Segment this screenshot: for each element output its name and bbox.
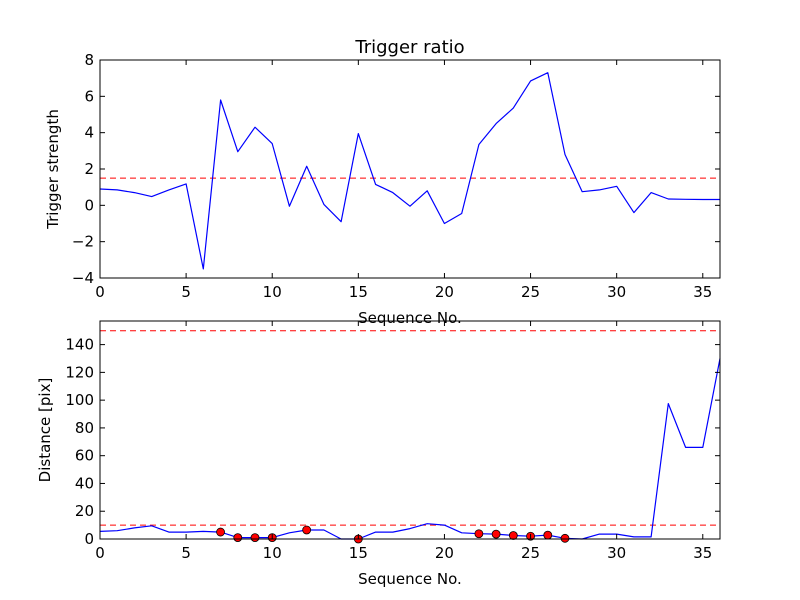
- x-tick-label: 10: [263, 544, 282, 562]
- y-tick-label: 80: [75, 419, 94, 437]
- x-tick-label: 30: [607, 544, 626, 562]
- x-tick-label: 20: [435, 544, 454, 562]
- axes-frame: [99, 320, 721, 540]
- x-tick-label: 30: [607, 283, 626, 301]
- x-tick-label: 15: [349, 544, 368, 562]
- y-tick-label: 20: [75, 502, 94, 520]
- data-point: [474, 529, 484, 539]
- x-tick-label: 25: [521, 283, 540, 301]
- x-tick-label: 0: [95, 283, 105, 301]
- data-point: [543, 530, 553, 540]
- series-line: [99, 72, 720, 270]
- y-tick-label: 100: [65, 391, 94, 409]
- distance-panel: Sequence No. Distance [pix] 0 5 10 15 20 25 30…: [36, 320, 721, 588]
- y-tick-label: 120: [65, 363, 94, 381]
- y-tick-label: 4: [84, 124, 94, 142]
- x-tick-label: 20: [435, 283, 454, 301]
- y-axis-label: Distance [pix]: [36, 378, 54, 483]
- x-axis-label: Sequence No.: [358, 309, 462, 327]
- x-tick-label: 0: [95, 544, 105, 562]
- data-point: [216, 527, 225, 537]
- x-tick-label: 35: [693, 544, 712, 562]
- x-tick-label: 10: [263, 283, 282, 301]
- x-tick-label: 35: [693, 283, 712, 301]
- data-point: [491, 529, 501, 539]
- y-tick-label: 0: [84, 530, 94, 548]
- y-tick-label: 40: [75, 474, 94, 492]
- x-tick-label: 5: [181, 283, 191, 301]
- chart-title: Trigger ratio: [354, 37, 464, 58]
- y-tick-label: 8: [84, 51, 94, 69]
- x-tick-label: 25: [521, 544, 540, 562]
- data-point: [233, 533, 243, 543]
- data-point: [508, 531, 518, 540]
- plot-area: 0 5 10 15 20 25 30 35 −4 −2 0 2 4 6 8: [72, 51, 721, 301]
- data-point: [250, 533, 260, 543]
- y-tick-label: 6: [84, 87, 94, 105]
- x-axis-label: Sequence No.: [358, 570, 462, 588]
- x-tick-label: 15: [349, 283, 368, 301]
- y-tick-label: 140: [65, 336, 94, 354]
- y-axis-label: Trigger strength: [44, 109, 62, 230]
- plot-area: 0 5 10 15 20 25 30 35 0 20 40 60 80 100 120 140: [65, 320, 721, 562]
- y-tick-label: 60: [75, 447, 94, 465]
- y-tick-label: −2: [72, 233, 94, 251]
- y-tick-label: 2: [84, 160, 94, 178]
- data-point: [560, 533, 570, 543]
- x-tick-label: 5: [181, 544, 191, 562]
- y-tick-label: 0: [84, 196, 94, 214]
- y-tick-label: −4: [72, 269, 94, 287]
- trigger-strength-panel: Trigger ratio Sequence No. Trigger stren…: [44, 37, 721, 327]
- data-point: [302, 525, 312, 535]
